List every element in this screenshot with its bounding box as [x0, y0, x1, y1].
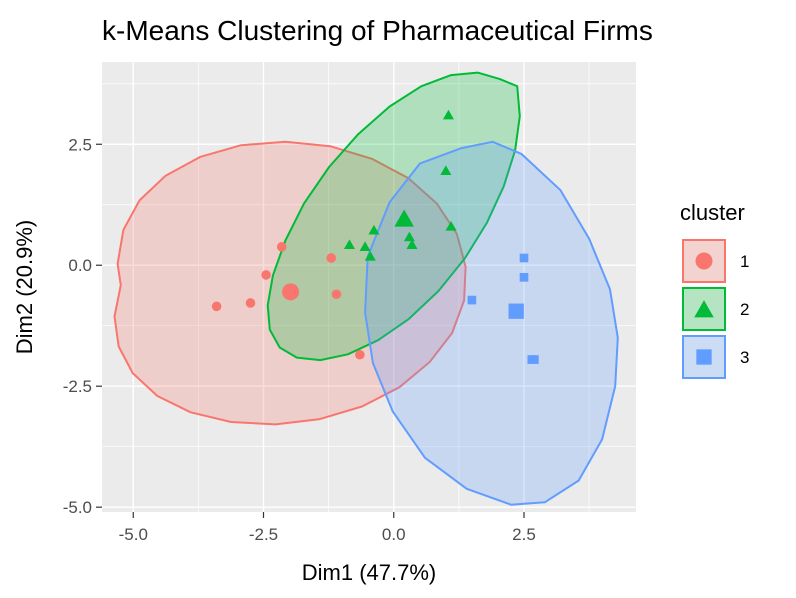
plot-panel	[102, 62, 636, 512]
cluster-3-ellipse	[364, 140, 619, 506]
y-tick-label: 0.0	[68, 256, 92, 275]
cluster-2-point	[445, 220, 457, 231]
cluster-2-point	[359, 241, 371, 251]
legend-circle-marker	[695, 252, 713, 270]
cluster-2-ellipse	[266, 71, 521, 362]
x-tick-label: -5.0	[119, 525, 148, 544]
cluster-3-point	[530, 355, 539, 364]
cluster-2-point	[368, 224, 380, 235]
cluster-2-center	[394, 209, 414, 227]
cluster-3-point	[467, 295, 477, 305]
legend-triangle-marker	[694, 300, 714, 318]
y-tick-label: 2.5	[68, 135, 92, 154]
cluster-2-point	[364, 250, 376, 261]
x-tick-label: -2.5	[249, 525, 278, 544]
y-tick-label: -5.0	[63, 498, 92, 517]
x-tick-label: 2.5	[512, 525, 536, 544]
legend-square-marker	[696, 349, 712, 365]
cluster-2-point	[442, 109, 454, 120]
cluster-1-point	[326, 253, 337, 263]
cluster-ellipses	[113, 71, 619, 506]
y-tick-label: -2.5	[63, 377, 92, 396]
legend-label: 3	[740, 348, 749, 367]
cluster-1-point	[331, 289, 342, 300]
y-axis: -5.0 -2.5 0.0 2.5	[63, 135, 102, 517]
cluster-1-point	[261, 270, 271, 280]
cluster-3-point	[519, 253, 529, 263]
cluster-1-point	[276, 242, 287, 252]
y-axis-title: Dim2 (20.9%)	[12, 220, 37, 354]
cluster-1-ellipse	[113, 140, 467, 426]
cluster-3-center	[508, 303, 524, 319]
cluster-1-point	[211, 301, 222, 312]
cluster-2-point	[343, 239, 355, 250]
x-axis-title: Dim1 (47.7%)	[302, 560, 436, 585]
cluster-3-point	[519, 273, 529, 282]
cluster-2-point	[403, 231, 415, 242]
minor-gridlines	[102, 62, 636, 512]
cluster-1-point	[245, 298, 256, 308]
legend-title: cluster	[680, 200, 745, 225]
cluster-1-center	[282, 283, 300, 301]
x-tick-label: 0.0	[382, 525, 406, 544]
chart-title: k-Means Clustering of Pharmaceutical Fir…	[102, 15, 653, 46]
legend-label: 1	[740, 252, 749, 271]
major-gridlines	[102, 62, 636, 512]
legend-label: 2	[740, 300, 749, 319]
data-points	[211, 109, 539, 364]
cluster-2-point	[406, 239, 418, 250]
cluster-1-point	[355, 349, 365, 360]
legend: cluster 1 2 3	[680, 200, 749, 379]
cluster-2-point	[440, 165, 452, 176]
x-axis: -5.0 -2.5 0.0 2.5	[119, 512, 536, 544]
